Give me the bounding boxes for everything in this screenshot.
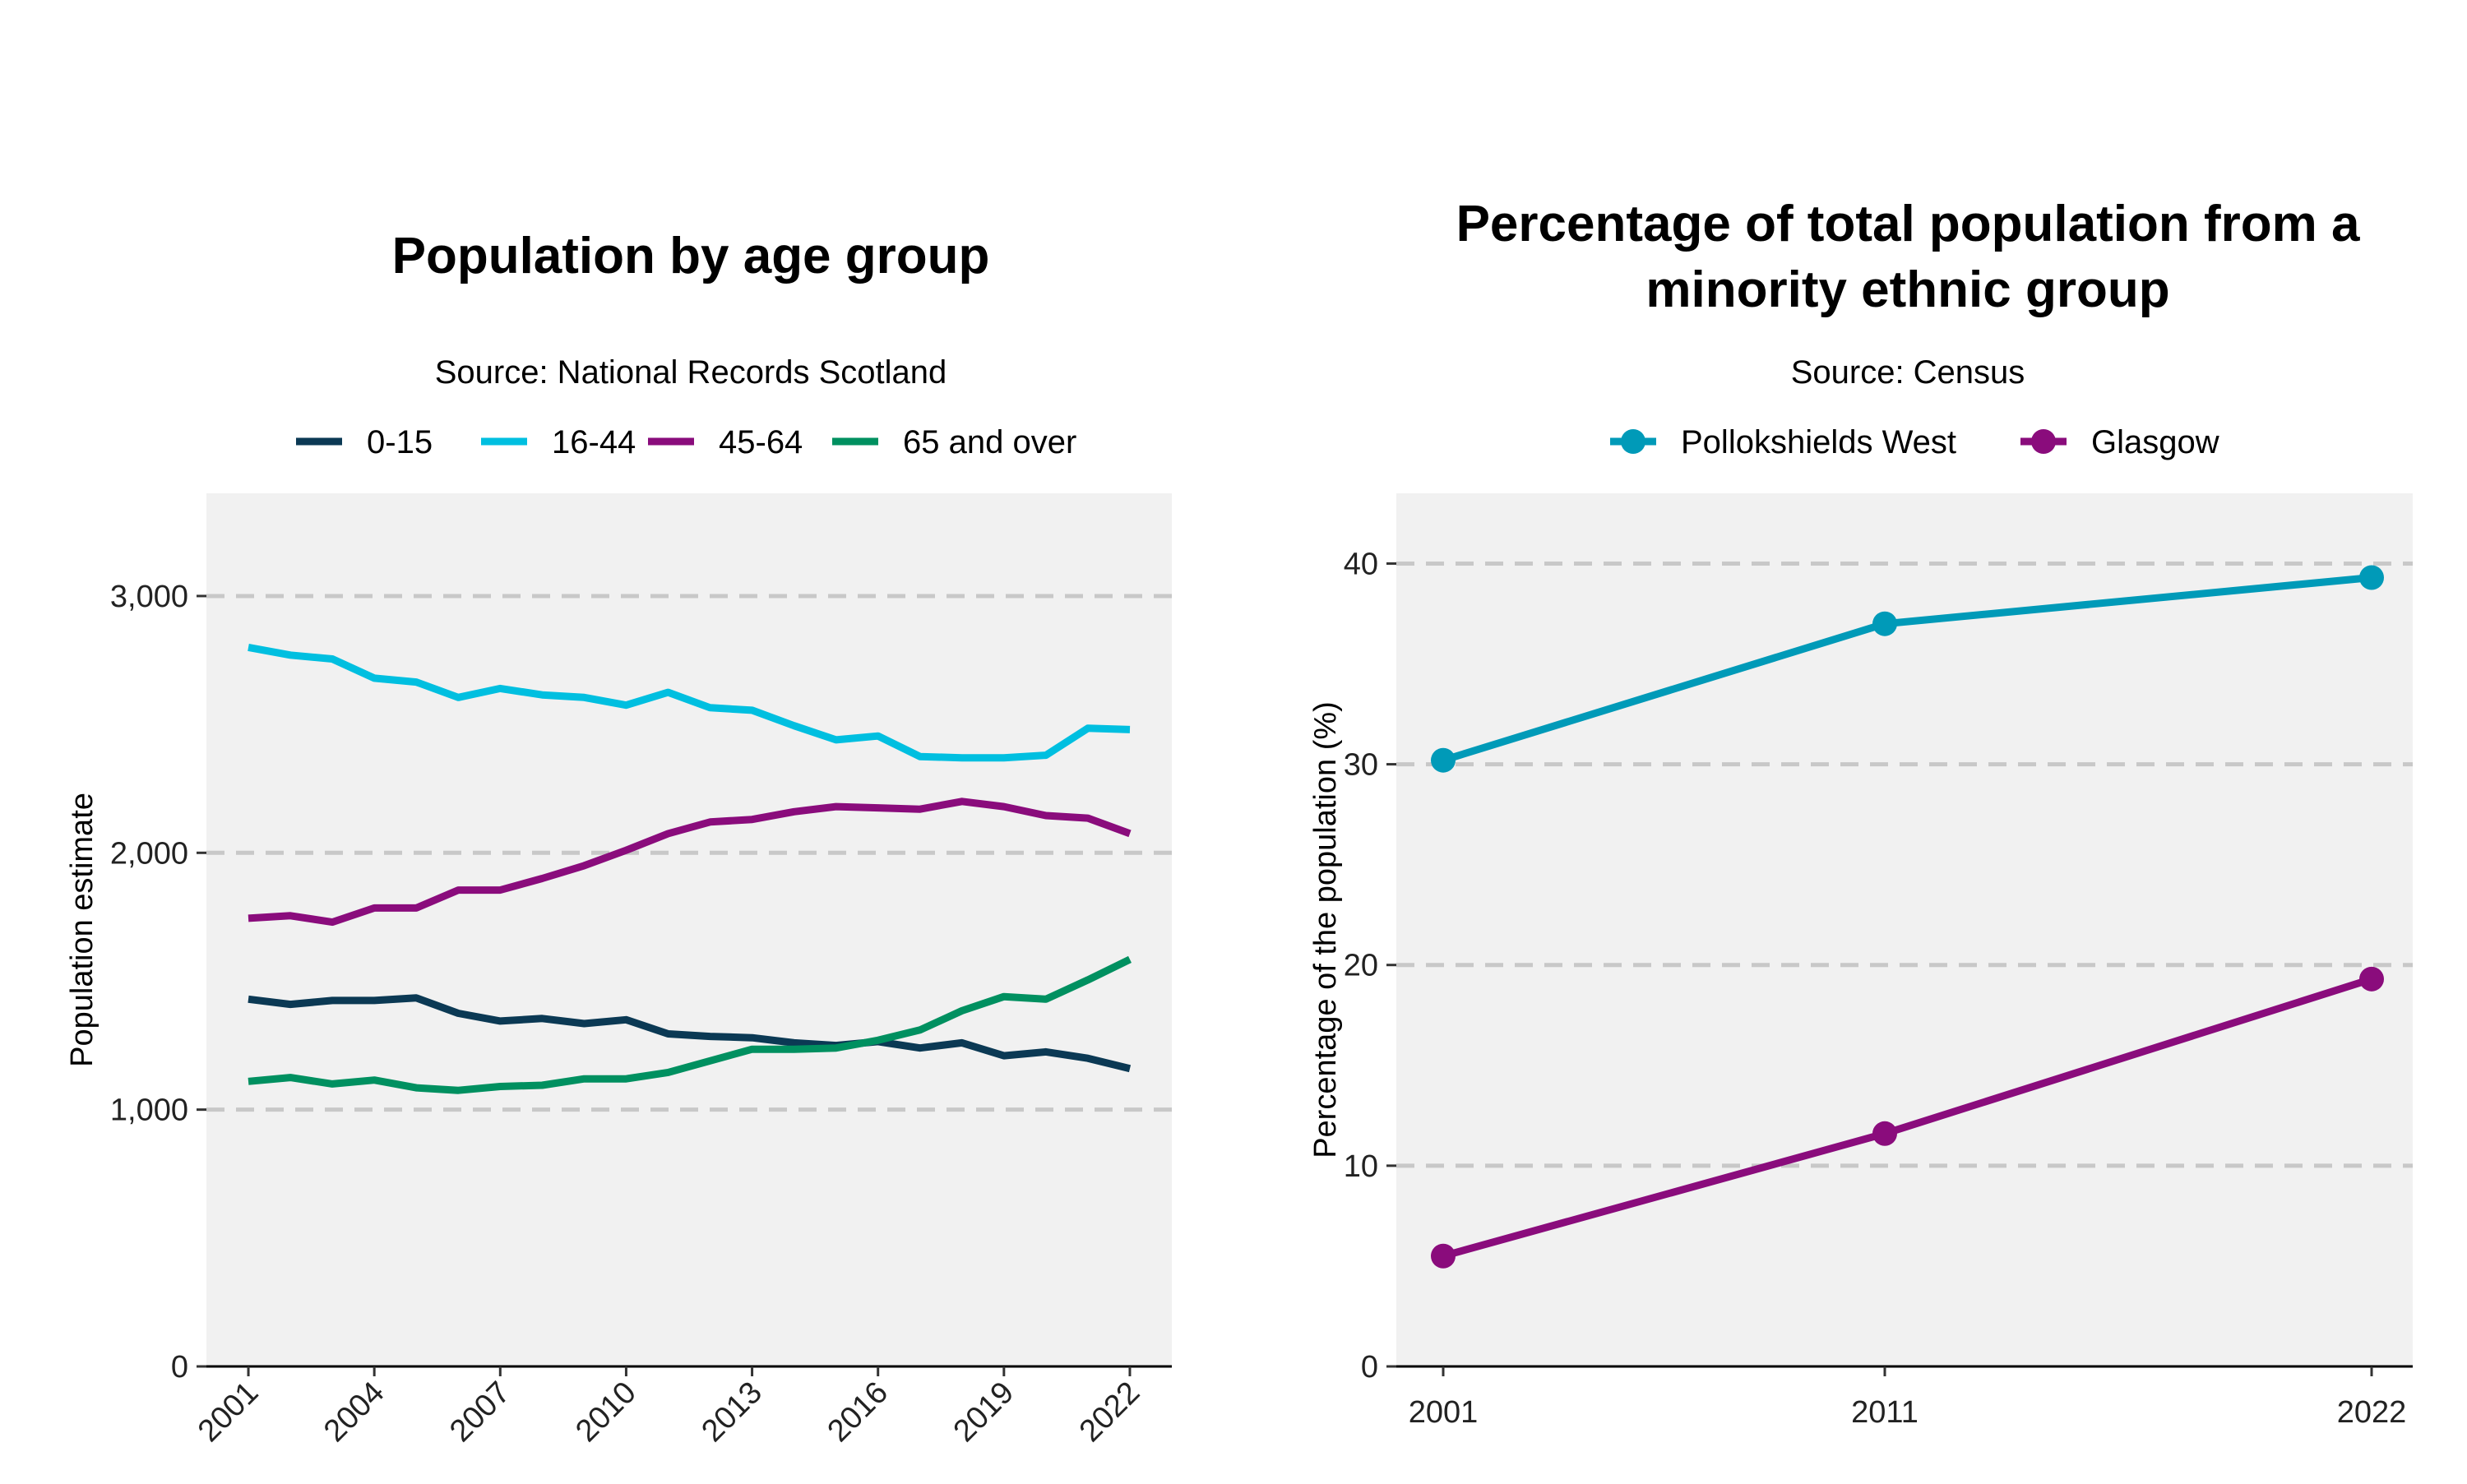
x-tick-label: 2016 — [822, 1375, 895, 1449]
legend: 0-15 16-44 45-64 65 and over — [296, 424, 1076, 460]
legend-marker-pollokshields-west — [1621, 429, 1645, 454]
series-group — [1431, 565, 2384, 1269]
legend-label-pollokshields-west: Pollokshields West — [1681, 424, 1956, 460]
x-tick-label: 2004 — [317, 1375, 391, 1449]
y-tick-label: 10 — [1344, 1149, 1378, 1184]
legend-label-0-15: 0-15 — [367, 424, 433, 460]
y-tick-label: 0 — [1361, 1350, 1378, 1385]
series-line-16-44 — [248, 643, 1131, 762]
age-group-chart: Population by age group Source: National… — [65, 228, 1172, 1449]
x-tick-label: 2001 — [1409, 1395, 1479, 1430]
y-tick-label: 0 — [171, 1350, 188, 1385]
axes: 0 10 20 30 40 2001 2011 2022 — [1344, 547, 2413, 1430]
x-tick-label: 2022 — [1073, 1375, 1146, 1449]
x-tick-label: 2011 — [1851, 1395, 1919, 1430]
chart-title-line-1: Percentage of total population from a — [1456, 196, 2360, 252]
x-tick-label: 2010 — [569, 1375, 642, 1449]
data-point-pollokshields-west — [1872, 611, 1897, 636]
series-line-0-15 — [248, 994, 1132, 1073]
series-line-45-64 — [248, 797, 1132, 927]
gridlines — [206, 594, 1172, 1112]
y-axis-title: Population estimate — [65, 793, 100, 1067]
legend-label-65-and-over: 65 and over — [903, 424, 1076, 460]
series-line-65-and-over — [248, 955, 1132, 1094]
x-tick-label: 2019 — [947, 1375, 1021, 1449]
data-point-glasgow — [2359, 966, 2384, 992]
data-point-glasgow — [1872, 1121, 1897, 1146]
y-axis-title: Percentage of the population (%) — [1308, 701, 1343, 1158]
y-tick-label: 2,000 — [110, 836, 188, 871]
chart-title: Population by age group — [392, 228, 990, 284]
x-tick-label: 2001 — [192, 1375, 265, 1449]
y-tick-label: 30 — [1344, 748, 1378, 783]
legend-marker-glasgow — [2031, 429, 2056, 454]
chart-subtitle: Source: Census — [1791, 354, 2025, 391]
gridlines — [1396, 561, 2413, 1168]
x-tick-label: 2007 — [443, 1375, 516, 1449]
data-point-glasgow — [1431, 1243, 1456, 1269]
y-tick-label: 40 — [1344, 547, 1378, 581]
legend-label-glasgow: Glasgow — [2091, 424, 2219, 460]
ethnic-group-chart: Percentage of total population from a mi… — [1308, 196, 2413, 1430]
data-point-pollokshields-west — [2359, 565, 2384, 590]
plot-panel — [206, 493, 1172, 1366]
y-tick-label: 1,000 — [110, 1093, 188, 1128]
legend-label-45-64: 45-64 — [719, 424, 803, 460]
chart-title-line-2: minority ethnic group — [1645, 261, 2169, 318]
x-tick-label: 2022 — [2337, 1395, 2407, 1430]
x-tick-label: 2013 — [695, 1375, 768, 1449]
series-group — [248, 643, 1132, 1094]
legend: Pollokshields West Glasgow — [1610, 424, 2219, 460]
y-tick-label: 20 — [1344, 949, 1378, 983]
legend-label-16-44: 16-44 — [552, 424, 636, 460]
data-point-pollokshields-west — [1431, 747, 1456, 773]
y-tick-label: 3,000 — [110, 580, 188, 614]
chart-subtitle: Source: National Records Scotland — [435, 354, 947, 391]
